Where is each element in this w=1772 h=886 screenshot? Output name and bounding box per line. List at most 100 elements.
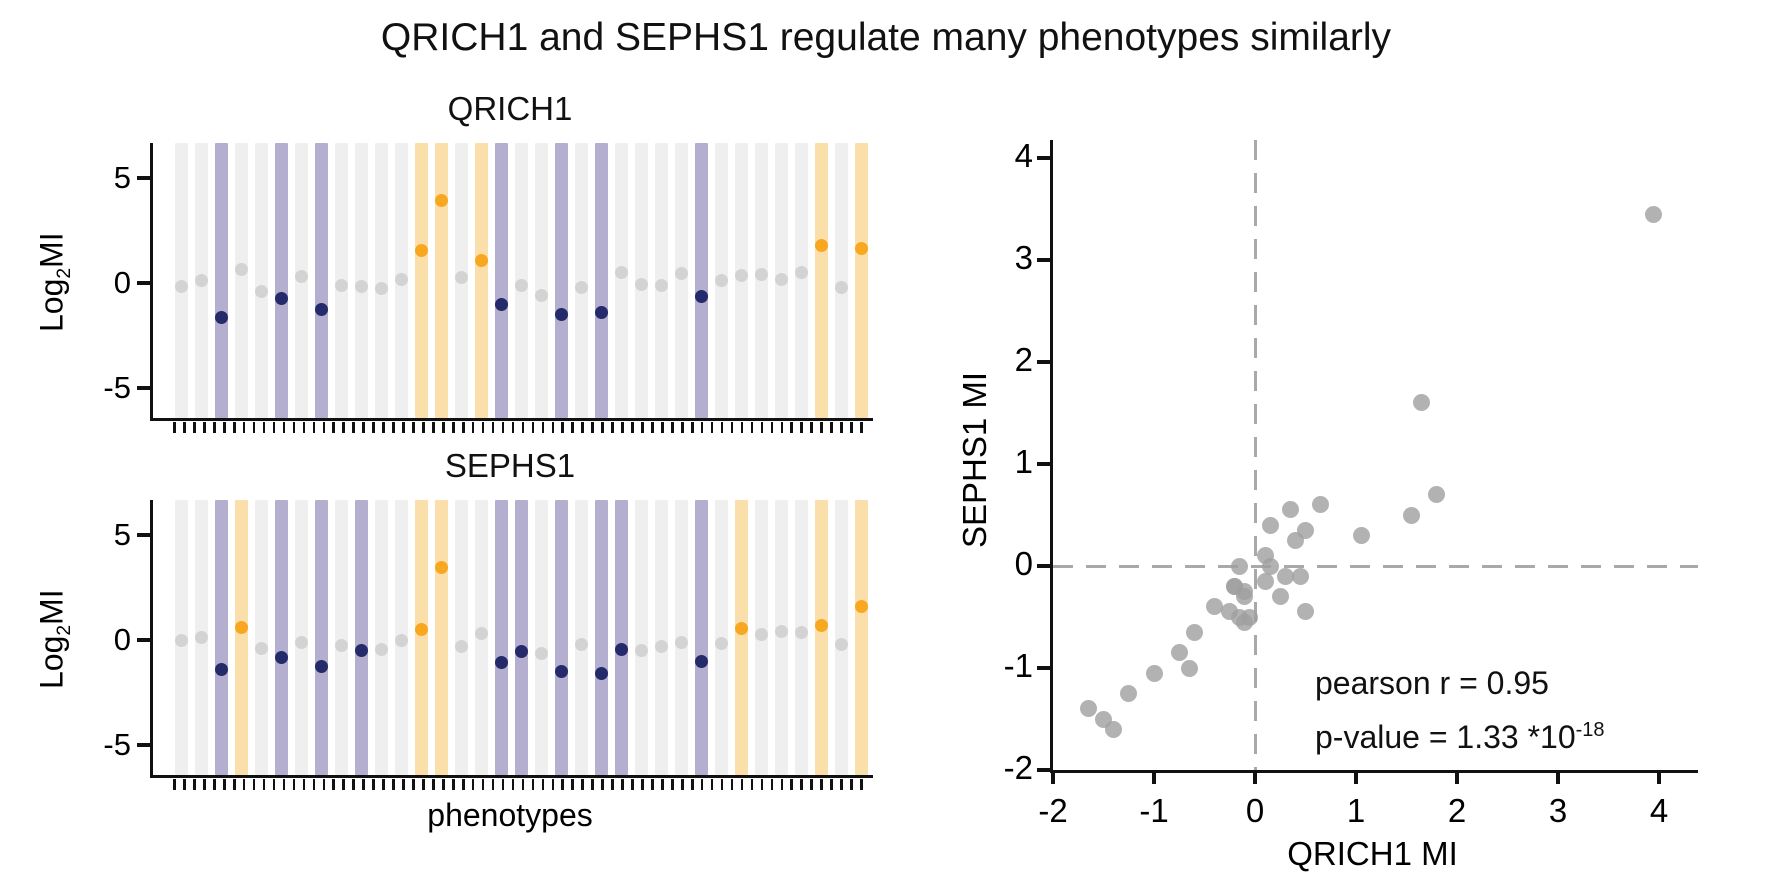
phenotype-dot bbox=[814, 618, 828, 632]
phenotype-dot bbox=[594, 667, 608, 681]
y-axis-tick-label: -5 bbox=[103, 370, 131, 405]
scatter-y-tick-label: 0 bbox=[1014, 545, 1033, 582]
x-axis-tick bbox=[312, 778, 316, 790]
x-axis-tick bbox=[780, 421, 784, 433]
x-axis-tick bbox=[372, 778, 375, 790]
phenotype-dot bbox=[594, 305, 608, 319]
x-axis-tick bbox=[183, 778, 186, 790]
phenotype-band bbox=[254, 500, 268, 775]
x-axis-tick bbox=[621, 778, 624, 790]
scatter-x-tick-label: 3 bbox=[1548, 792, 1568, 829]
x-axis-tick bbox=[850, 421, 853, 433]
x-axis-tick bbox=[392, 778, 395, 790]
x-axis-tick bbox=[661, 421, 664, 433]
phenotype-band bbox=[354, 500, 368, 775]
x-axis-tick bbox=[461, 778, 465, 790]
x-axis-tick bbox=[680, 421, 684, 433]
phenotype-dot bbox=[714, 274, 728, 288]
phenotype-band bbox=[814, 500, 828, 775]
phenotype-band bbox=[574, 143, 588, 418]
scatter-y-tick bbox=[1036, 666, 1050, 670]
scatter-point bbox=[1185, 623, 1203, 641]
phenotype-dot bbox=[514, 645, 528, 659]
phenotype-dot bbox=[314, 659, 328, 673]
phenotype-dot bbox=[834, 280, 848, 294]
phenotype-dot bbox=[214, 311, 228, 325]
phenotype-dot bbox=[754, 628, 768, 642]
x-axis-tick bbox=[541, 421, 545, 433]
phenotype-dot bbox=[654, 278, 668, 292]
phenotype-band bbox=[854, 143, 868, 418]
phenotype-dot bbox=[754, 268, 768, 282]
scatter-y-tick bbox=[1036, 564, 1050, 568]
x-axis-tick bbox=[501, 421, 505, 433]
scatter-point bbox=[1403, 506, 1421, 524]
phenotype-band bbox=[654, 500, 668, 775]
scatter-point bbox=[1206, 598, 1224, 616]
scatter-x-tick-label: 1 bbox=[1346, 792, 1366, 829]
scatter-point bbox=[1221, 603, 1239, 621]
x-axis-tick bbox=[222, 421, 226, 433]
x-axis-tick bbox=[561, 421, 565, 433]
phenotype-dot bbox=[674, 267, 688, 281]
phenotypes-x-axis-label: phenotypes bbox=[427, 797, 593, 833]
phenotype-dot bbox=[414, 243, 428, 257]
x-axis-tick bbox=[810, 421, 813, 433]
x-axis-tick bbox=[531, 778, 535, 790]
correlation-annotation: pearson r = 0.95 p-value = 1.33 *10-18 bbox=[1315, 660, 1605, 761]
x-axis-tick bbox=[700, 421, 704, 433]
phenotype-dot bbox=[234, 620, 248, 634]
p-value-text: p-value = 1.33 *10-18 bbox=[1315, 707, 1605, 761]
x-axis-tick bbox=[282, 421, 286, 433]
x-axis-tick bbox=[720, 421, 724, 433]
scatter-point bbox=[1297, 521, 1314, 539]
x-axis-tick bbox=[730, 421, 734, 433]
sephs1-strip-plot: 5 0 -5 bbox=[103, 500, 873, 790]
phenotype-dot bbox=[574, 637, 588, 651]
x-axis-tick bbox=[770, 778, 774, 790]
scatter-point bbox=[1170, 644, 1188, 662]
x-axis-tick bbox=[272, 421, 276, 433]
scatter-x-tick bbox=[1657, 771, 1661, 784]
phenotype-dot bbox=[694, 290, 708, 304]
scatter-point bbox=[1231, 557, 1249, 575]
x-axis-tick bbox=[631, 421, 634, 433]
phenotype-dot bbox=[534, 647, 548, 661]
phenotype-band bbox=[614, 500, 628, 775]
x-axis-tick bbox=[561, 778, 565, 790]
x-axis-tick bbox=[272, 778, 276, 790]
x-axis-tick bbox=[442, 778, 445, 790]
x-axis-tick bbox=[332, 778, 336, 790]
scatter-x-tick-label: 0 bbox=[1245, 792, 1265, 829]
scatter-y-tick bbox=[1036, 156, 1050, 160]
scatter-x-tick bbox=[1455, 771, 1459, 784]
x-axis-tick bbox=[571, 421, 575, 433]
x-axis-tick bbox=[840, 421, 843, 433]
x-axis-tick bbox=[740, 778, 744, 790]
mi-text: MI bbox=[33, 589, 70, 625]
x-axis-tick bbox=[641, 421, 644, 433]
phenotype-dot bbox=[494, 297, 508, 311]
y-axis-tick bbox=[136, 638, 150, 642]
x-axis-tick bbox=[442, 421, 445, 433]
phenotype-dot bbox=[734, 269, 748, 283]
x-axis-tick bbox=[601, 421, 604, 433]
x-axis-tick bbox=[671, 778, 674, 790]
phenotype-dot bbox=[774, 273, 788, 287]
phenotype-dot bbox=[534, 289, 548, 303]
phenotype-band bbox=[274, 500, 288, 775]
x-axis-tick bbox=[222, 778, 226, 790]
phenotype-dot bbox=[554, 308, 568, 321]
x-axis-tick bbox=[800, 778, 804, 790]
x-axis-tick bbox=[372, 421, 375, 433]
x-axis-tick bbox=[312, 421, 316, 433]
x-axis-tick bbox=[690, 778, 694, 790]
scatter-point bbox=[1271, 588, 1289, 606]
scatter-x-tick-label: -1 bbox=[1139, 792, 1169, 829]
scatter-x-tick bbox=[1556, 771, 1560, 784]
x-axis-tick bbox=[402, 778, 405, 790]
x-axis-tick bbox=[730, 778, 734, 790]
phenotype-dot bbox=[414, 623, 428, 636]
phenotype-band bbox=[214, 500, 228, 775]
phenotype-band bbox=[694, 500, 708, 775]
